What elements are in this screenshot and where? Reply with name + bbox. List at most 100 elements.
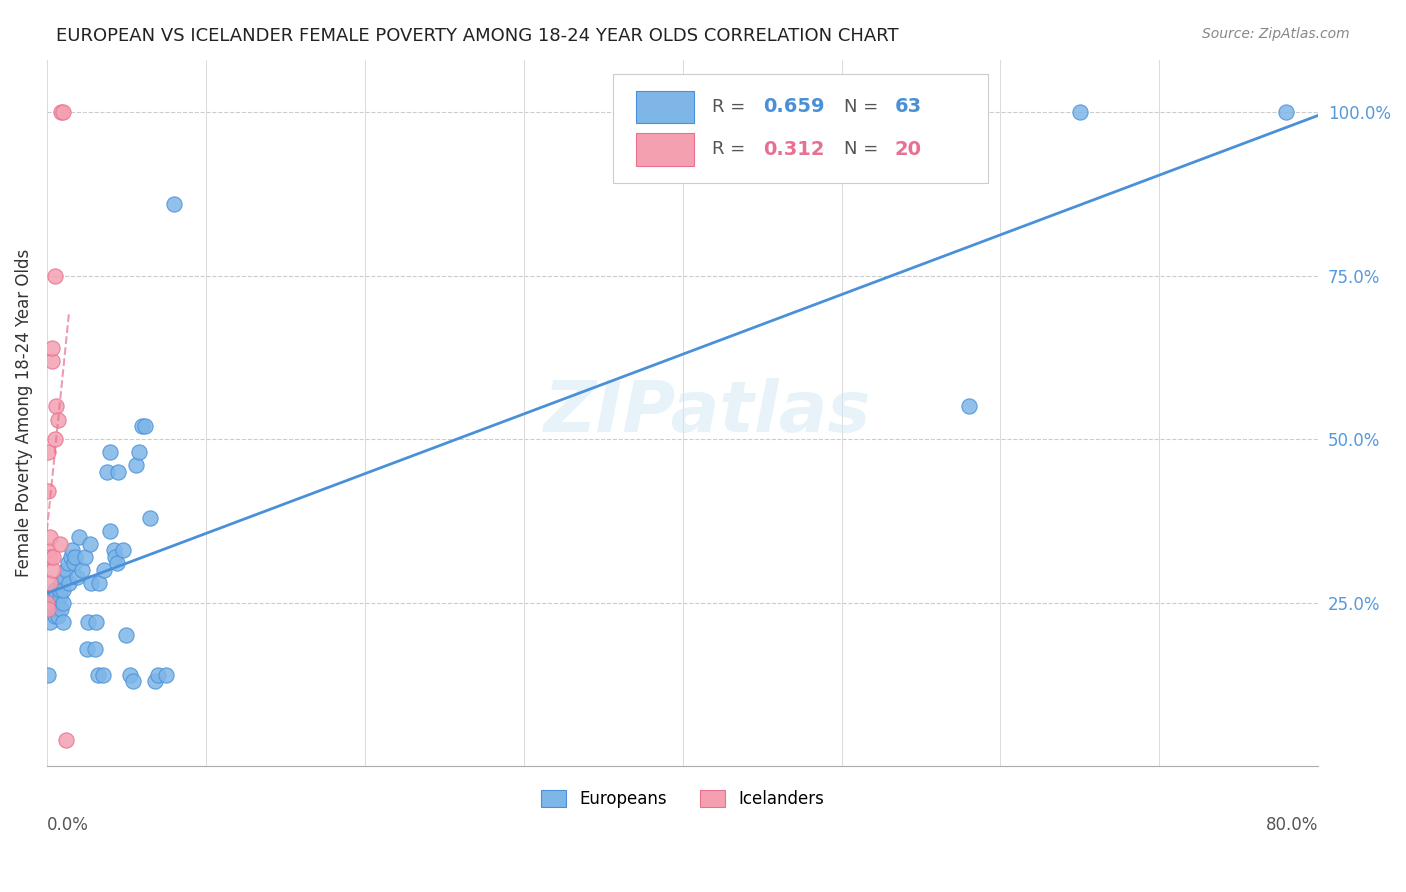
Legend: Europeans, Icelanders: Europeans, Icelanders <box>534 783 831 814</box>
Point <box>41 589 63 603</box>
Point <box>83 641 105 656</box>
Point <box>37 484 59 499</box>
Text: 0.659: 0.659 <box>762 97 824 117</box>
Point <box>45 589 67 603</box>
Point <box>143 674 166 689</box>
Point <box>103 543 125 558</box>
Point <box>70 563 93 577</box>
Point <box>37 445 59 459</box>
Point <box>55 733 77 747</box>
Point <box>42 549 65 564</box>
Point <box>80 576 103 591</box>
Point <box>76 641 98 656</box>
Y-axis label: Female Poverty Among 18-24 Year Olds: Female Poverty Among 18-24 Year Olds <box>15 249 32 577</box>
FancyBboxPatch shape <box>613 74 988 183</box>
Point <box>84 615 107 630</box>
Point <box>60 543 83 558</box>
Point <box>52 615 75 630</box>
Point <box>100 445 122 459</box>
Point <box>39 576 62 591</box>
Point <box>46 412 69 426</box>
Point <box>48 582 70 597</box>
Text: EUROPEAN VS ICELANDER FEMALE POVERTY AMONG 18-24 YEAR OLDS CORRELATION CHART: EUROPEAN VS ICELANDER FEMALE POVERTY AMO… <box>56 27 898 45</box>
Point <box>131 419 153 434</box>
Point <box>52 582 75 597</box>
Text: R =: R = <box>711 98 751 116</box>
Point <box>77 615 100 630</box>
Point <box>45 602 67 616</box>
Point <box>48 589 70 603</box>
Point <box>79 537 101 551</box>
Point <box>55 563 77 577</box>
Point <box>91 667 114 681</box>
Point <box>66 569 89 583</box>
Point <box>48 537 70 551</box>
Point <box>67 530 90 544</box>
Point <box>52 105 75 120</box>
Point <box>51 576 73 591</box>
Point <box>35 596 58 610</box>
Text: N =: N = <box>844 140 884 159</box>
Point <box>59 549 82 564</box>
Point <box>44 608 66 623</box>
Point <box>96 465 118 479</box>
Text: 0.0%: 0.0% <box>46 816 89 834</box>
Text: N =: N = <box>844 98 884 116</box>
Point <box>1069 105 1091 120</box>
Point <box>41 353 63 368</box>
Point <box>39 615 62 630</box>
Point <box>37 602 59 616</box>
Point <box>46 608 69 623</box>
Point <box>63 557 86 571</box>
Point <box>128 445 150 459</box>
Point <box>42 596 65 610</box>
Point <box>104 549 127 564</box>
Text: 63: 63 <box>894 97 922 117</box>
Text: 0.312: 0.312 <box>762 140 824 159</box>
Point <box>51 105 73 120</box>
Point <box>52 596 75 610</box>
Point <box>125 458 148 473</box>
Point <box>957 400 980 414</box>
Point <box>118 667 141 681</box>
Point <box>100 524 122 538</box>
Point <box>58 576 80 591</box>
Point <box>1275 105 1298 120</box>
Point <box>105 557 128 571</box>
Point <box>45 400 67 414</box>
Point <box>93 563 115 577</box>
Point <box>39 530 62 544</box>
Point <box>42 563 65 577</box>
Text: 80.0%: 80.0% <box>1265 816 1319 834</box>
Point <box>41 602 63 616</box>
Point <box>51 602 73 616</box>
Point <box>39 549 62 564</box>
Point <box>46 596 69 610</box>
Point <box>146 667 169 681</box>
Point <box>121 674 143 689</box>
Point <box>112 543 135 558</box>
Point <box>89 576 111 591</box>
Point <box>65 549 87 564</box>
FancyBboxPatch shape <box>636 91 695 123</box>
Point <box>53 569 76 583</box>
Point <box>155 667 177 681</box>
Text: R =: R = <box>711 140 751 159</box>
FancyBboxPatch shape <box>636 133 695 166</box>
Point <box>37 543 59 558</box>
Point <box>37 667 59 681</box>
Point <box>115 628 138 642</box>
Point <box>139 510 162 524</box>
Point <box>44 582 66 597</box>
Point <box>87 667 110 681</box>
Point <box>56 557 79 571</box>
Point <box>134 419 156 434</box>
Point <box>44 268 66 283</box>
Point <box>44 432 66 446</box>
Text: 20: 20 <box>894 140 922 159</box>
Point <box>107 465 129 479</box>
Text: Source: ZipAtlas.com: Source: ZipAtlas.com <box>1202 27 1350 41</box>
Text: ZIPatlas: ZIPatlas <box>544 378 872 448</box>
Point <box>73 549 96 564</box>
Point <box>41 341 63 355</box>
